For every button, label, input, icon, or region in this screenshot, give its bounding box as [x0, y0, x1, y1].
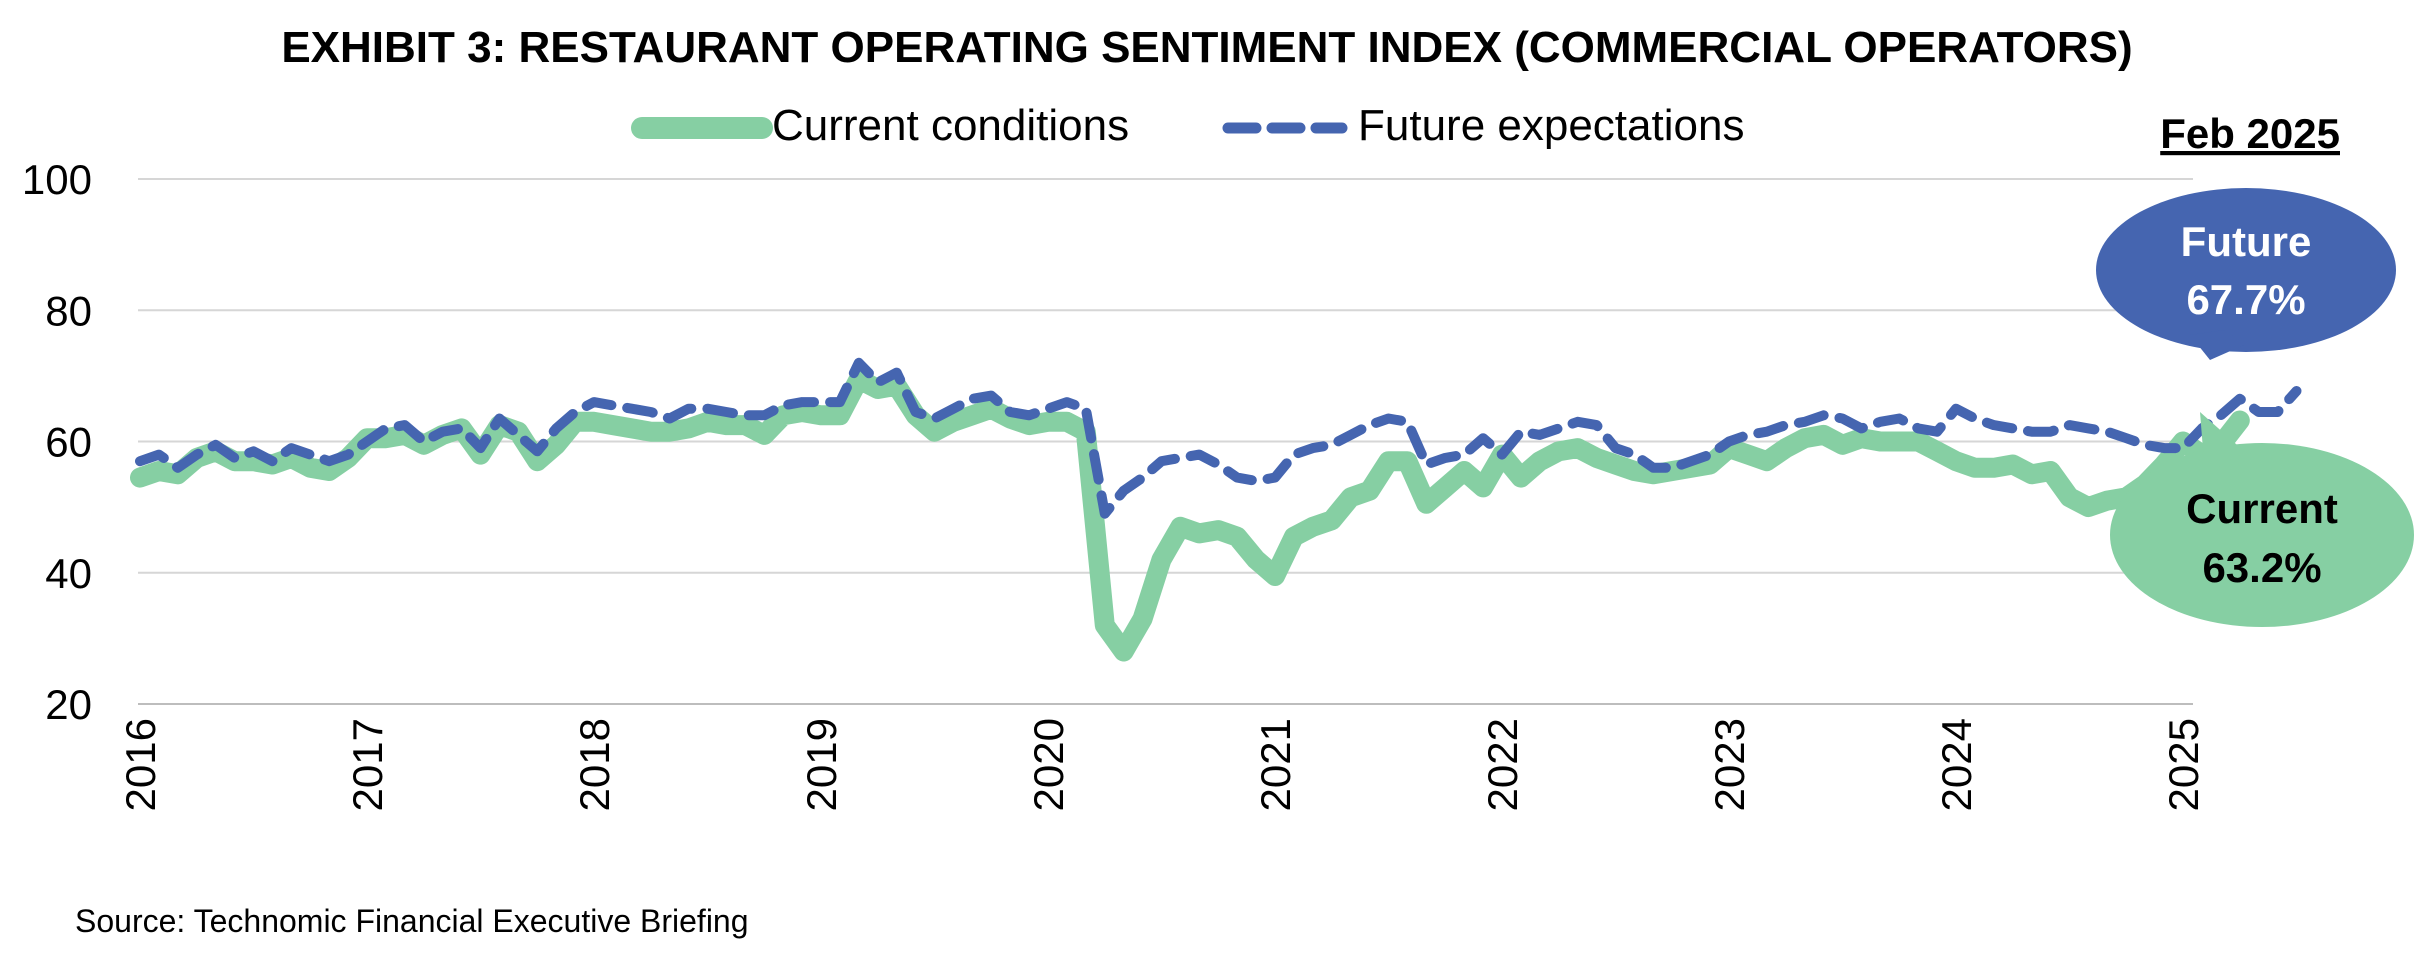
legend-label-future: Future expectations [1358, 101, 1744, 150]
callout-title-future: Future [2181, 218, 2312, 265]
y-tick-label: 100 [22, 156, 92, 203]
callout-pointer-future [2190, 330, 2244, 360]
callout-bubble-current [2110, 443, 2414, 627]
callout-value-current: 63.2% [2202, 544, 2321, 591]
x-tick-label: 2018 [571, 718, 618, 811]
x-tick-label: 2024 [1933, 718, 1980, 811]
x-tick-label: 2025 [2160, 718, 2207, 811]
chart-title: EXHIBIT 3: RESTAURANT OPERATING SENTIMEN… [281, 23, 2132, 72]
callout-pointer-current [2200, 412, 2245, 475]
period-label: Feb 2025 [2160, 110, 2340, 157]
callout-bubble-future [2096, 188, 2396, 352]
callout-value-future: 67.7% [2186, 276, 2305, 323]
x-tick-label: 2019 [798, 718, 845, 811]
callout-title-current: Current [2186, 485, 2338, 532]
series-line-future [135, 357, 2302, 519]
series-lines [130, 357, 2302, 662]
x-tick-label: 2022 [1479, 718, 1526, 811]
y-tick-label: 80 [45, 287, 92, 334]
x-tick-label: 2017 [344, 718, 391, 811]
callouts: Future 67.7% Current 63.2% [2096, 188, 2414, 627]
x-axis-ticks: 2016 2017 2018 2019 2020 2021 2022 2023 2024 2025 [117, 718, 2207, 811]
series-line-current [130, 369, 2250, 662]
source-note: Source: Technomic Financial Executive Br… [75, 903, 749, 939]
y-axis-ticks: 20 40 60 80 100 [22, 156, 92, 728]
y-tick-label: 60 [45, 419, 92, 466]
x-tick-label: 2016 [117, 718, 164, 811]
legend: Current conditions Future expectations [631, 101, 1744, 150]
y-tick-label: 20 [45, 681, 92, 728]
x-tick-label: 2021 [1252, 718, 1299, 811]
legend-label-current: Current conditions [772, 101, 1129, 150]
x-tick-label: 2020 [1025, 718, 1072, 811]
y-tick-label: 40 [45, 550, 92, 597]
x-tick-label: 2023 [1706, 718, 1753, 811]
